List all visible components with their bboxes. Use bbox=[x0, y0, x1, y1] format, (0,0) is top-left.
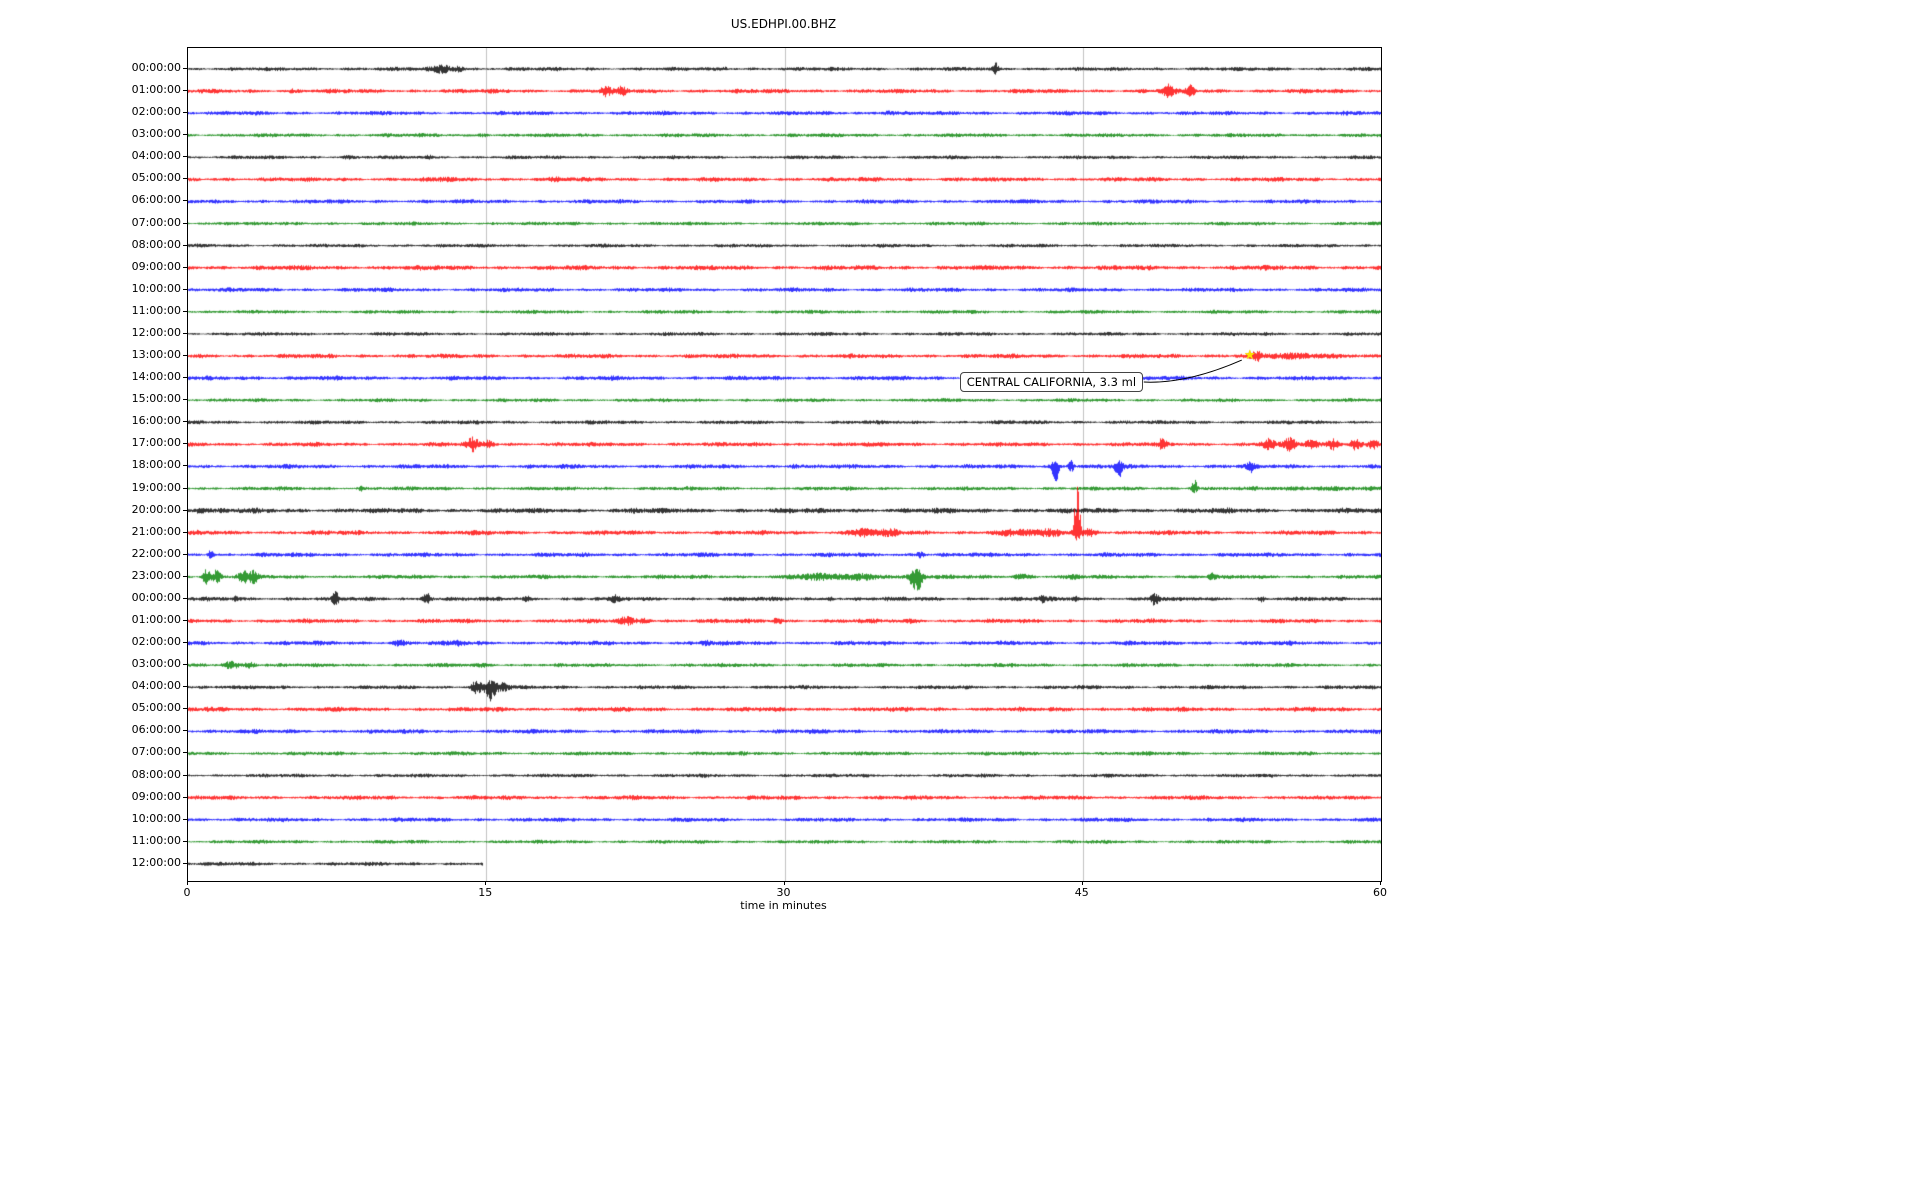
chart-title: US.EDHPI.00.BHZ bbox=[730, 17, 837, 31]
y-axis-row-label: 02:00:00 bbox=[131, 105, 181, 119]
y-axis-row-label: 12:00:00 bbox=[131, 325, 181, 339]
y-axis-row-label: 16:00:00 bbox=[131, 414, 181, 428]
y-axis-row-label: 23:00:00 bbox=[131, 568, 181, 582]
y-axis-row-label: 15:00:00 bbox=[131, 392, 181, 406]
y-axis-row-label: 07:00:00 bbox=[131, 215, 181, 229]
y-axis-row-label: 08:00:00 bbox=[131, 767, 181, 781]
y-axis-row-label: 09:00:00 bbox=[131, 789, 181, 803]
y-axis-row-label: 08:00:00 bbox=[131, 237, 181, 251]
y-axis-row-label: 22:00:00 bbox=[131, 546, 181, 560]
y-axis-row-label: 03:00:00 bbox=[131, 127, 181, 141]
y-axis-row-label: 20:00:00 bbox=[131, 502, 181, 516]
y-axis-row-label: 19:00:00 bbox=[131, 480, 181, 494]
y-axis-row-label: 02:00:00 bbox=[131, 635, 181, 649]
y-axis-row-label: 12:00:00 bbox=[131, 855, 181, 869]
y-axis-row-label: 03:00:00 bbox=[131, 657, 181, 671]
y-axis-row-label: 11:00:00 bbox=[131, 833, 181, 847]
x-axis-title: time in minutes bbox=[740, 899, 827, 912]
y-axis-row-label: 10:00:00 bbox=[131, 281, 181, 295]
y-axis-row-label: 11:00:00 bbox=[131, 303, 181, 317]
plot-area: ★ CENTRAL CALIFORNIA, 3.3 ml bbox=[187, 47, 1382, 882]
x-axis-tick-label: 15 bbox=[478, 886, 493, 899]
y-axis-row-label: 18:00:00 bbox=[131, 458, 181, 472]
event-annotation: CENTRAL CALIFORNIA, 3.3 ml bbox=[959, 372, 1144, 393]
event-star-icon: ★ bbox=[1243, 348, 1256, 364]
y-axis-row-label: 06:00:00 bbox=[131, 723, 181, 737]
y-axis-row-label: 01:00:00 bbox=[131, 613, 181, 626]
y-axis-row-label: 00:00:00 bbox=[131, 590, 181, 604]
y-axis-row-label: 05:00:00 bbox=[131, 701, 181, 715]
y-axis-row-label: 21:00:00 bbox=[131, 524, 181, 538]
y-axis-row-label: 13:00:00 bbox=[131, 348, 181, 362]
y-axis-row-label: 17:00:00 bbox=[131, 436, 181, 450]
y-axis-row-label: 10:00:00 bbox=[131, 811, 181, 825]
y-axis-row-label: 04:00:00 bbox=[131, 679, 181, 693]
x-axis-tick-label: 45 bbox=[1074, 886, 1089, 899]
x-axis-tick-label: 0 bbox=[183, 886, 191, 899]
y-axis-row-label: 14:00:00 bbox=[131, 370, 181, 384]
x-axis-tick-label: 60 bbox=[1373, 886, 1387, 899]
seismogram-canvas bbox=[188, 48, 1381, 881]
x-axis-tick-label: 30 bbox=[776, 886, 791, 899]
y-axis-row-label: 05:00:00 bbox=[131, 171, 181, 185]
y-axis-row-label: 06:00:00 bbox=[131, 193, 181, 207]
y-axis-row-label: 00:00:00 bbox=[131, 61, 181, 74]
y-axis-row-label: 07:00:00 bbox=[131, 745, 181, 759]
y-axis-row-label: 04:00:00 bbox=[131, 149, 181, 163]
y-axis-row-label: 01:00:00 bbox=[131, 83, 181, 97]
y-axis-row-label: 09:00:00 bbox=[131, 259, 181, 273]
